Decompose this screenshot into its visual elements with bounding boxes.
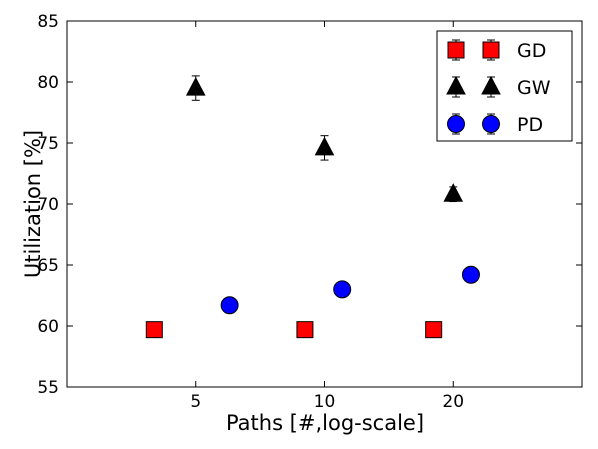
y-tick-label: 55 [37, 378, 59, 398]
y-axis-label: Utilization [%] [21, 130, 45, 278]
legend-label: GW [517, 77, 551, 99]
legend-marker-gw [446, 75, 466, 95]
gw-point [443, 183, 464, 202]
series-pd [220, 265, 480, 315]
x-tick-label: 5 [190, 392, 201, 412]
legend-marker-pd [447, 115, 465, 133]
x-axis-label: Paths [#,log-scale] [226, 411, 424, 435]
legend: GD GW PD [436, 30, 573, 142]
gw-point [314, 136, 335, 156]
legend-item-pd: PD [447, 113, 543, 136]
series-gw [185, 75, 464, 203]
pd-point [461, 265, 480, 284]
y-tick-label: 80 [37, 73, 59, 93]
legend-label: PD [517, 114, 543, 136]
legend-item-gw: GW [446, 75, 551, 99]
tick-labels: 55 60 65 70 75 80 85 5 10 20 [37, 12, 464, 412]
legend-marker-gd [447, 41, 465, 59]
y-tick-label: 75 [37, 134, 59, 154]
y-tick-label: 60 [37, 317, 59, 337]
legend-marker-gd [482, 41, 500, 59]
gw-point [185, 77, 206, 96]
pd-point [333, 280, 352, 299]
y-tick-label: 65 [37, 256, 59, 276]
gd-point [145, 321, 163, 339]
legend-marker-gw [481, 75, 501, 95]
axis-ticks [67, 20, 582, 388]
series-gd [145, 321, 443, 339]
gd-point [425, 321, 443, 339]
x-tick-label: 10 [314, 392, 336, 412]
y-tick-label: 85 [37, 12, 59, 32]
pd-point [220, 296, 239, 315]
data-marks [145, 75, 480, 339]
x-tick-label: 20 [442, 392, 464, 412]
y-tick-label: 70 [37, 195, 59, 215]
gd-point [296, 321, 314, 339]
legend-marker-pd [482, 115, 500, 133]
legend-item-gd: GD [447, 39, 546, 62]
legend-label: GD [517, 40, 546, 62]
